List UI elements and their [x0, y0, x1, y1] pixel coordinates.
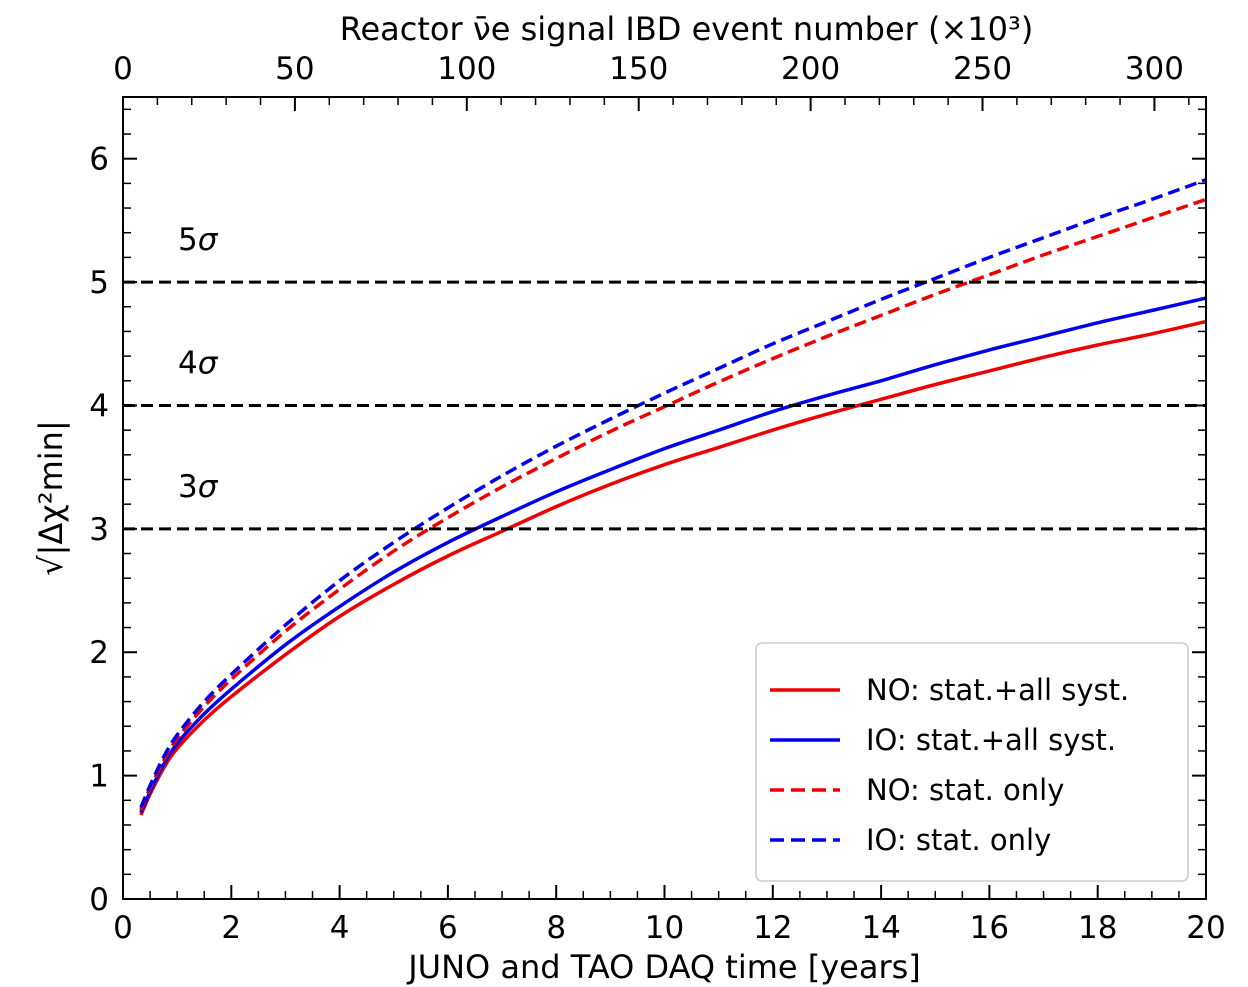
- series-line-3: [139, 197, 1207, 811]
- x-axis-title: JUNO and TAO DAQ time [years]: [406, 948, 921, 986]
- sigma-label: 4σ: [178, 345, 219, 381]
- y-tick-label: 2: [89, 635, 109, 671]
- x-tick-label: 2: [221, 910, 241, 946]
- series-line-4: [139, 178, 1207, 809]
- data-lines: [139, 178, 1207, 816]
- series-line-1: [139, 319, 1207, 816]
- top-tick-label: 200: [781, 51, 840, 87]
- legend-label: IO: stat. only: [866, 823, 1051, 857]
- x-tick-label: 8: [546, 910, 566, 946]
- legend: NO: stat.+all syst. IO: stat.+all syst. NO…: [755, 642, 1189, 882]
- axis-ticks: [122, 97, 1207, 900]
- sigma-label: 3σ: [178, 469, 219, 505]
- top-axis-title: Reactor ν̄e signal IBD event number (×10…: [340, 10, 1034, 48]
- x-tick-label: 12: [753, 910, 792, 946]
- top-tick-label: 0: [113, 51, 133, 87]
- legend-label: IO: stat.+all syst.: [866, 723, 1116, 757]
- x-tick-label: 20: [1186, 910, 1225, 946]
- top-tick-label: 50: [275, 51, 314, 87]
- x-tick-label: 18: [1078, 910, 1117, 946]
- top-tick-label: 100: [437, 51, 496, 87]
- y-tick-label: 1: [89, 759, 109, 795]
- top-tick-label: 300: [1125, 51, 1184, 87]
- x-tick-label: 16: [970, 910, 1009, 946]
- x-tick-label: 0: [113, 910, 133, 946]
- y-tick-label: 0: [89, 882, 109, 918]
- y-tick-label: 3: [89, 512, 109, 548]
- top-tick-label: 150: [609, 51, 668, 87]
- reference-lines: [123, 280, 1206, 531]
- series-line-2: [139, 296, 1207, 814]
- y-tick-label: 5: [89, 265, 109, 301]
- legend-label: NO: stat.+all syst.: [866, 673, 1129, 707]
- sigma-label: 5σ: [178, 222, 219, 258]
- plot-frame: [122, 96, 1207, 900]
- y-axis-title: √|Δχ²min|: [32, 420, 70, 576]
- legend-label: NO: stat. only: [866, 773, 1064, 807]
- y-tick-label: 6: [89, 142, 109, 178]
- y-tick-label: 4: [89, 388, 109, 424]
- x-tick-label: 14: [861, 910, 900, 946]
- top-tick-label: 250: [953, 51, 1012, 87]
- x-tick-label: 10: [645, 910, 684, 946]
- x-tick-label: 4: [330, 910, 350, 946]
- x-tick-label: 6: [438, 910, 458, 946]
- legend-box: [755, 642, 1189, 882]
